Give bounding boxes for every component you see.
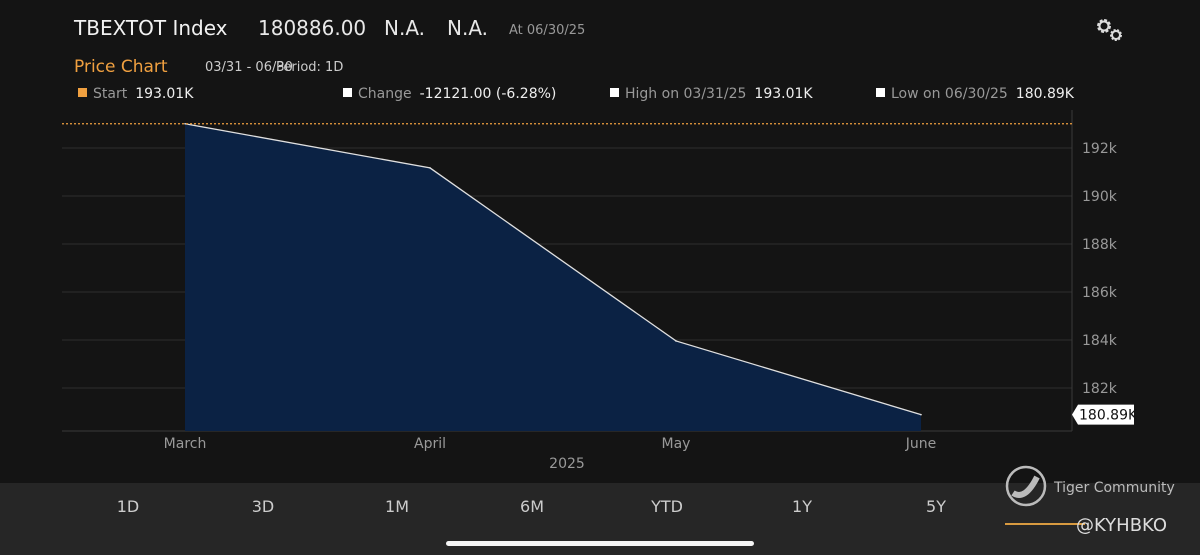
period-tab-1m[interactable]: 1M <box>385 497 409 516</box>
x-axis-title: 2025 <box>549 456 585 472</box>
y-tick-label: 182k <box>1082 381 1118 397</box>
period-label: Period: 1D <box>276 60 344 75</box>
price-chart[interactable]: 182k 184k 186k 188k 190k 192k March April May Jun… <box>0 110 1200 480</box>
watermark-handle: @KYHBKO <box>1076 515 1168 536</box>
legend-swatch <box>343 88 352 97</box>
x-tick-label: June <box>905 436 937 452</box>
ticker-title: TBEXTOT Index <box>74 16 228 40</box>
last-value-badge <box>1072 404 1134 425</box>
y-tick-label: 192k <box>1082 141 1118 157</box>
area-fill <box>185 123 921 431</box>
stat-high: High on 03/31/25 193.01K <box>610 86 813 102</box>
period-tab-ytd[interactable]: YTD <box>651 497 683 516</box>
settings-gear-icon[interactable] <box>1094 16 1126 48</box>
period-tab-1y[interactable]: 1Y <box>792 497 812 516</box>
y-tick-label: 188k <box>1082 237 1118 253</box>
data-point <box>429 167 431 169</box>
price-chart-title: Price Chart <box>74 57 168 77</box>
date-range: 03/31 - 06/30 <box>205 60 293 75</box>
watermark-underline <box>1005 523 1085 525</box>
price-line <box>184 123 922 416</box>
legend-swatch <box>876 88 885 97</box>
data-point <box>675 340 677 342</box>
period-tab-6m[interactable]: 6M <box>520 497 544 516</box>
tiger-logo-icon <box>1005 465 1049 513</box>
last-value-label: 180.89K <box>1079 408 1138 424</box>
change-value: N.A. <box>384 16 426 40</box>
stat-value: 180.89K <box>1015 86 1074 102</box>
stat-label: Start <box>93 86 128 102</box>
watermark-text: Tiger Community <box>1054 480 1175 496</box>
home-indicator[interactable] <box>446 541 754 546</box>
y-tick-label: 184k <box>1082 333 1118 349</box>
y-tick-label: 190k <box>1082 189 1118 205</box>
period-tab-1d[interactable]: 1D <box>116 497 140 516</box>
stat-label: High on 03/31/25 <box>625 86 747 102</box>
x-tick-label: May <box>662 436 691 452</box>
stat-value: -12121.00 (-6.28%) <box>419 86 557 102</box>
stat-change: Change -12121.00 (-6.28%) <box>343 86 556 102</box>
stat-start: Start 193.01K <box>78 86 193 102</box>
as-of-date: At 06/30/25 <box>509 23 586 38</box>
period-tab-5y[interactable]: 5Y <box>926 497 946 516</box>
stat-low: Low on 06/30/25 180.89K <box>876 86 1074 102</box>
stat-value: 193.01K <box>754 86 813 102</box>
change-percent: N.A. <box>447 16 489 40</box>
legend-swatch <box>78 88 87 97</box>
y-tick-label: 186k <box>1082 285 1118 301</box>
x-tick-label: March <box>164 436 207 452</box>
stat-label: Low on 06/30/25 <box>891 86 1008 102</box>
last-price: 180886.00 <box>258 16 367 40</box>
data-point <box>184 122 186 125</box>
period-tab-3d[interactable]: 3D <box>251 497 275 516</box>
stat-value: 193.01K <box>135 86 194 102</box>
data-point <box>920 413 922 416</box>
x-tick-label: April <box>414 436 446 452</box>
legend-swatch <box>610 88 619 97</box>
stat-label: Change <box>358 86 412 102</box>
